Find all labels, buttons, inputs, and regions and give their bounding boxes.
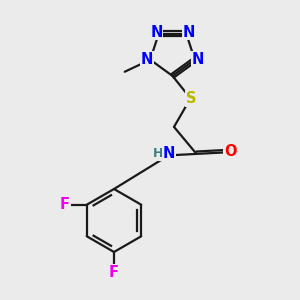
Text: N: N (162, 146, 175, 161)
Text: H: H (153, 147, 164, 161)
Text: F: F (109, 265, 119, 280)
Text: S: S (186, 91, 197, 106)
Text: N: N (192, 52, 204, 67)
Text: N: N (141, 52, 153, 67)
Text: F: F (60, 197, 70, 212)
Text: O: O (224, 144, 237, 159)
Text: N: N (182, 25, 195, 40)
Text: N: N (150, 25, 163, 40)
